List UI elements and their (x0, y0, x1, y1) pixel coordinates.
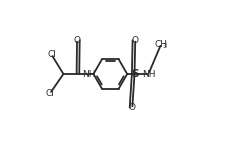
Text: 3: 3 (162, 43, 166, 49)
Text: NH: NH (82, 70, 95, 78)
Text: O: O (73, 36, 80, 45)
Text: O: O (131, 36, 138, 45)
Text: Cl: Cl (47, 50, 56, 59)
Text: NH: NH (141, 70, 155, 78)
Text: O: O (128, 103, 135, 112)
Text: Cl: Cl (46, 89, 54, 98)
Text: S: S (130, 69, 138, 79)
Text: CH: CH (154, 40, 167, 49)
